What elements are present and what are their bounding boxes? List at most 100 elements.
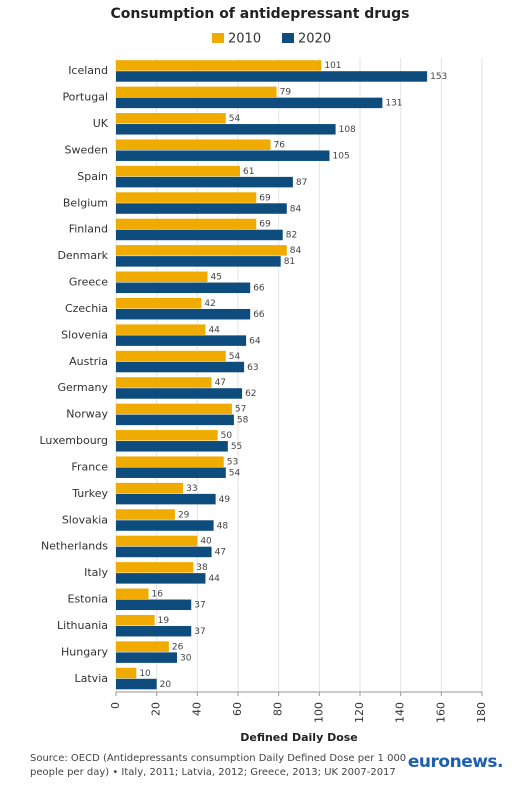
- bar: [116, 678, 157, 690]
- value-label: 62: [245, 389, 256, 399]
- chart: Consumption of antidepressant drugs Defi…: [39, 6, 488, 744]
- bar: [116, 667, 137, 679]
- chart-title: Consumption of antidepressant drugs: [110, 6, 409, 22]
- bar: [116, 430, 218, 441]
- y-tick-label: Netherlands: [41, 540, 108, 553]
- bar: [116, 86, 277, 98]
- value-label: 84: [290, 246, 302, 256]
- bar: [116, 361, 245, 373]
- value-label: 50: [221, 431, 233, 441]
- y-tick-label: Portugal: [62, 91, 108, 104]
- x-tick-label: 100: [312, 702, 325, 723]
- bar: [116, 588, 149, 600]
- value-label: 54: [229, 352, 241, 362]
- value-label: 38: [196, 563, 208, 573]
- bar: [116, 229, 283, 241]
- bar: [116, 150, 330, 161]
- bar: [116, 520, 214, 531]
- y-tick-label: Finland: [69, 223, 108, 236]
- value-label: 63: [247, 363, 258, 373]
- bar: [116, 414, 234, 426]
- x-tick-label: 40: [190, 702, 203, 716]
- bar: [116, 509, 175, 520]
- bar: [116, 403, 232, 415]
- bar: [116, 562, 194, 573]
- bar: [116, 256, 281, 267]
- value-label: 40: [200, 537, 212, 547]
- bar: [116, 245, 287, 256]
- bar: [116, 599, 192, 611]
- bar: [116, 493, 216, 505]
- value-label: 69: [259, 220, 271, 230]
- value-label: 42: [204, 299, 215, 309]
- bar: [116, 139, 271, 150]
- value-label: 131: [385, 99, 402, 109]
- y-tick-label: Turkey: [71, 487, 108, 500]
- value-label: 153: [430, 72, 447, 82]
- value-label: 10: [139, 669, 151, 679]
- value-label: 37: [194, 601, 205, 611]
- y-tick-label: Latvia: [75, 672, 109, 685]
- bar: [116, 176, 293, 188]
- value-label: 20: [160, 680, 172, 690]
- value-label: 47: [215, 378, 226, 388]
- y-tick-label: Lithuania: [57, 619, 108, 632]
- value-label: 79: [280, 88, 292, 98]
- y-tick-label: Slovakia: [62, 513, 108, 526]
- bar: [116, 441, 228, 452]
- value-label: 105: [333, 151, 350, 161]
- bar: [116, 113, 226, 124]
- legend-swatch: [212, 33, 224, 43]
- y-tick-label: Austria: [69, 355, 108, 368]
- value-label: 54: [229, 114, 241, 124]
- value-label: 53: [227, 457, 238, 467]
- y-tick-label: UK: [93, 117, 109, 130]
- value-label: 69: [259, 193, 271, 203]
- value-label: 45: [211, 273, 222, 283]
- value-label: 48: [217, 521, 229, 531]
- legend-label: 2010: [228, 32, 261, 47]
- bar: [116, 573, 206, 584]
- value-label: 49: [219, 495, 231, 505]
- x-tick-label: 0: [109, 702, 122, 709]
- bar: [116, 60, 322, 71]
- value-label: 26: [172, 642, 184, 652]
- x-tick-label: 160: [434, 702, 447, 723]
- bar: [116, 324, 206, 335]
- bar: [116, 335, 247, 346]
- y-tick-label: Belgium: [63, 196, 108, 209]
- y-tick-label: Norway: [66, 408, 108, 421]
- y-tick-label: Sweden: [65, 143, 108, 156]
- value-label: 54: [229, 468, 241, 478]
- bar: [116, 456, 224, 467]
- value-label: 84: [290, 204, 302, 214]
- bar: [116, 377, 212, 388]
- y-tick-label: Italy: [84, 566, 108, 579]
- value-label: 81: [284, 257, 295, 267]
- bar: [116, 97, 383, 109]
- y-tick-label: Czechia: [65, 302, 108, 315]
- y-tick-label: Greece: [69, 276, 108, 289]
- y-tick-label: Denmark: [57, 249, 108, 262]
- x-tick-label: 20: [150, 702, 163, 716]
- y-tick-label: Luxembourg: [39, 434, 108, 447]
- value-label: 47: [215, 548, 226, 558]
- y-tick-label: Estonia: [68, 593, 109, 606]
- bar: [116, 625, 192, 637]
- bar: [116, 350, 226, 362]
- y-tick-label: Hungary: [61, 645, 108, 658]
- source-note: Source: OECD (Antidepressants consumptio…: [30, 753, 407, 778]
- bar: [116, 614, 155, 626]
- bar: [116, 71, 428, 82]
- y-tick-label: France: [71, 460, 108, 473]
- value-label: 66: [253, 284, 265, 294]
- logo: euronews.: [407, 752, 504, 772]
- y-tick-label: Germany: [57, 381, 108, 394]
- bar: [116, 271, 208, 283]
- bar: [116, 124, 336, 135]
- value-label: 66: [253, 310, 265, 320]
- bar: [116, 165, 241, 177]
- value-label: 37: [194, 627, 205, 637]
- x-tick-label: 120: [353, 702, 366, 723]
- bar: [116, 535, 198, 547]
